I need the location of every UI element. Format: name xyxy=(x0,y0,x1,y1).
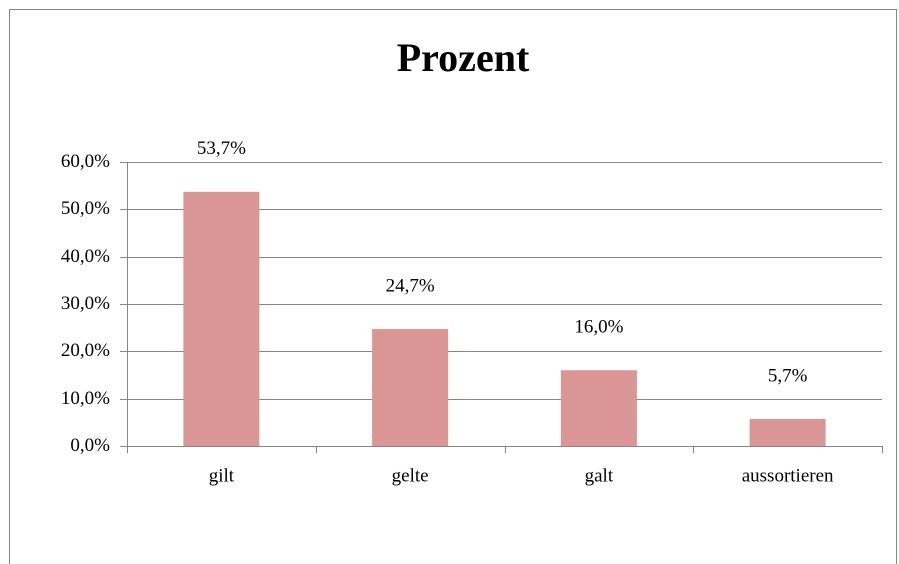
y-tick-label: 60,0% xyxy=(61,151,110,172)
y-tick-label: 30,0% xyxy=(61,293,110,314)
data-label: 53,7% xyxy=(197,138,246,159)
x-tick-label: gelte xyxy=(392,465,429,486)
y-tick-label: 0,0% xyxy=(70,435,110,456)
bar xyxy=(183,191,260,446)
bar xyxy=(372,329,449,446)
data-label: 16,0% xyxy=(574,317,623,338)
x-tick-label: gilt xyxy=(209,465,235,486)
data-label: 24,7% xyxy=(386,275,435,296)
data-label: 5,7% xyxy=(768,365,808,386)
x-tick-label: galt xyxy=(585,465,614,486)
y-tick-label: 50,0% xyxy=(61,198,110,219)
bar xyxy=(560,370,637,446)
bar xyxy=(749,419,826,446)
y-tick-label: 10,0% xyxy=(61,388,110,409)
y-tick-label: 40,0% xyxy=(61,246,110,267)
chart-title: Prozent xyxy=(397,35,530,80)
x-tick-label: aussortieren xyxy=(742,465,834,486)
chart-border xyxy=(9,9,897,564)
y-tick-label: 20,0% xyxy=(61,340,110,361)
